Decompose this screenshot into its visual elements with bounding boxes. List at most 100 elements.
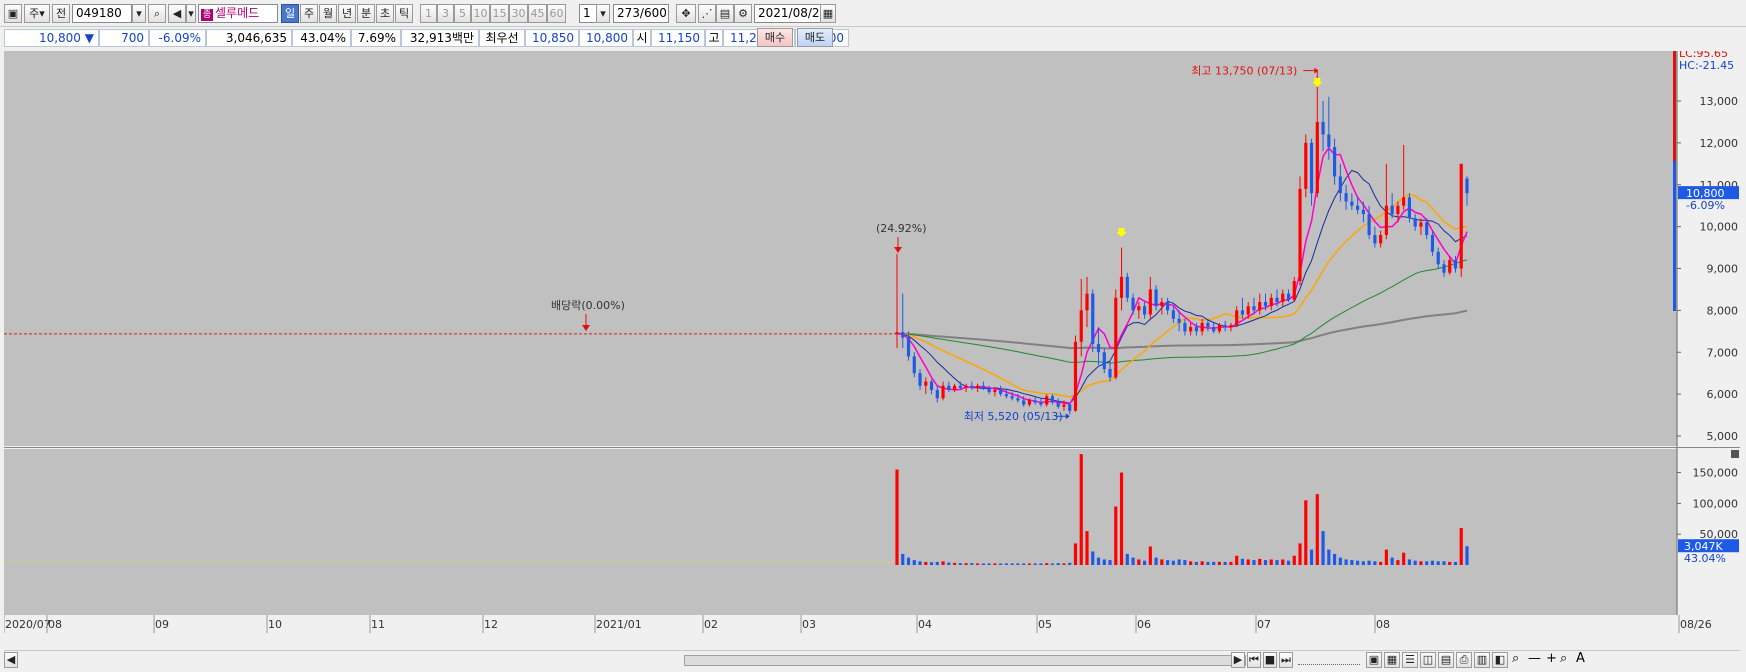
volume-bar — [999, 563, 1003, 565]
zoom-plus-icon[interactable]: + — [1546, 651, 1557, 666]
volume-bar — [929, 562, 934, 565]
period-tab[interactable]: 틱 — [395, 4, 413, 23]
ma120-line — [897, 309, 1468, 350]
spike-arrow-icon — [894, 247, 902, 253]
print-icon[interactable]: ⎙ — [1456, 652, 1472, 668]
candle-body — [924, 381, 928, 386]
first-icon[interactable]: ⏮ — [1247, 652, 1261, 668]
volume-bar — [1223, 561, 1227, 565]
candle-body — [1373, 235, 1377, 244]
volume-bar — [1177, 559, 1181, 565]
period-tab[interactable]: 월 — [319, 4, 337, 23]
interval-button[interactable]: 5 — [454, 4, 471, 23]
x-tick-label: 02 — [704, 618, 718, 631]
price-tick-label: 7,000 — [1707, 346, 1739, 359]
zoom-out-icon[interactable]: ⌕ — [1512, 651, 1520, 666]
gear-icon[interactable]: ⚙ — [734, 4, 752, 23]
zoom-minus-icon[interactable]: — — [1528, 651, 1541, 666]
price-chart[interactable]: 13,00012,00011,00010,0009,0008,0007,0006… — [4, 51, 1740, 633]
period-mode-select[interactable]: 주▾ — [24, 4, 50, 23]
candle-body — [1281, 293, 1285, 302]
save-icon[interactable]: ▤ — [716, 4, 734, 23]
sell-button[interactable]: 매도 — [797, 28, 833, 47]
period-tab[interactable]: 초 — [376, 4, 394, 23]
interval-button[interactable]: 45 — [528, 4, 547, 23]
scroll-right-icon[interactable]: ▶ — [1231, 652, 1245, 668]
text-tool-icon[interactable]: A — [1576, 651, 1585, 666]
candle-body — [1229, 325, 1233, 328]
chart-type-icon[interactable]: ▥ — [1474, 652, 1490, 668]
layout-icon[interactable]: ▣ — [1366, 652, 1382, 668]
line-tool-icon[interactable]: ⋰ — [698, 4, 716, 23]
interval-button[interactable]: 15 — [490, 4, 509, 23]
candle-body — [987, 387, 991, 393]
period-tab[interactable]: 분 — [357, 4, 375, 23]
count-input[interactable]: 273/600 — [613, 4, 669, 23]
candle-body — [1131, 297, 1135, 311]
candle-body — [1004, 394, 1008, 397]
period-tab[interactable]: 주 — [300, 4, 318, 23]
volume-bar — [1079, 454, 1083, 565]
x-axis-bg — [4, 615, 1740, 633]
zoom-ruler[interactable] — [1298, 654, 1360, 665]
window-icon[interactable]: ◧ — [1492, 652, 1508, 668]
lc-label: LC:95.65 — [1679, 51, 1728, 60]
candle-body — [1309, 142, 1314, 194]
candle-body — [1142, 306, 1147, 315]
panel-close-icon — [1731, 450, 1739, 458]
zoom-in-icon[interactable]: ⌕ — [1560, 651, 1568, 666]
scroll-thumb[interactable] — [684, 655, 1246, 666]
dividend-label: 배당락(0.00%) — [551, 299, 625, 312]
crosshair-icon[interactable]: ✥ — [676, 4, 696, 23]
last-icon[interactable]: ⏭ — [1279, 652, 1293, 668]
amount: 32,913백만 — [401, 29, 479, 47]
candle-body — [1235, 310, 1239, 326]
open-label: 시 — [633, 29, 651, 47]
list-icon[interactable]: ☰ — [1402, 652, 1418, 668]
candle-body — [1292, 281, 1296, 300]
window-menu-icon[interactable]: ▣ — [4, 4, 22, 23]
interval-button[interactable]: 10 — [471, 4, 490, 23]
scroll-left-icon[interactable]: ◀ — [4, 652, 18, 668]
hc-range-bar — [1673, 161, 1676, 311]
x-tick-label: 05 — [1038, 618, 1052, 631]
search-icon[interactable]: ⌕ — [148, 4, 166, 23]
interval-button[interactable]: 3 — [437, 4, 454, 23]
volume-bar — [1114, 506, 1118, 565]
interval-button[interactable]: 60 — [547, 4, 566, 23]
code-input[interactable]: 049180 — [72, 4, 132, 23]
stock-name-field[interactable]: 종 셀루메드 — [198, 4, 278, 23]
panel-icon[interactable]: ▤ — [1438, 652, 1454, 668]
stop-icon[interactable]: ■ — [1263, 652, 1277, 668]
volume-bar — [1332, 553, 1337, 565]
chart-scrollbar[interactable]: ◀ ▶ ⏮ ■ ⏭ ▣ ▦ ☰ ◫ ▤ ⎙ ▥ ◧ ⌕ — + ⌕ A — [4, 650, 1740, 669]
grid-icon[interactable]: ▦ — [1384, 652, 1400, 668]
volume-bar — [1384, 549, 1388, 565]
buy-button[interactable]: 매수 — [757, 28, 793, 47]
candle-body — [941, 385, 945, 399]
volume-bar — [958, 563, 962, 565]
interval-button[interactable]: 1 — [420, 4, 437, 23]
candle-body — [1096, 343, 1101, 353]
period-tab[interactable]: 년 — [338, 4, 356, 23]
candle-body — [1407, 197, 1412, 219]
volume-bar — [1085, 531, 1089, 565]
interval-button[interactable]: 30 — [509, 4, 528, 23]
candle-body — [1171, 310, 1175, 319]
split-icon[interactable]: ◫ — [1420, 652, 1436, 668]
volume-bar — [1206, 561, 1210, 565]
volume-bar — [1448, 561, 1452, 565]
interval-dropdown-icon[interactable]: ▾ — [596, 4, 610, 23]
candle-body — [976, 385, 980, 388]
volume-bar — [1338, 557, 1342, 565]
period-tab[interactable]: 일 — [281, 4, 299, 23]
speaker-dropdown-icon[interactable]: ▾ — [186, 4, 196, 23]
price-tick-label: 12,000 — [1700, 137, 1739, 150]
code-dropdown-icon[interactable]: ▾ — [132, 4, 146, 23]
x-tick-label: 08 — [48, 618, 62, 631]
volume-bar — [1425, 561, 1429, 565]
speaker-icon[interactable]: ◀ — [168, 4, 186, 23]
candle-body — [1119, 276, 1124, 298]
prev-button[interactable]: 전 — [52, 4, 70, 23]
calendar-icon[interactable]: ▦ — [820, 4, 836, 23]
